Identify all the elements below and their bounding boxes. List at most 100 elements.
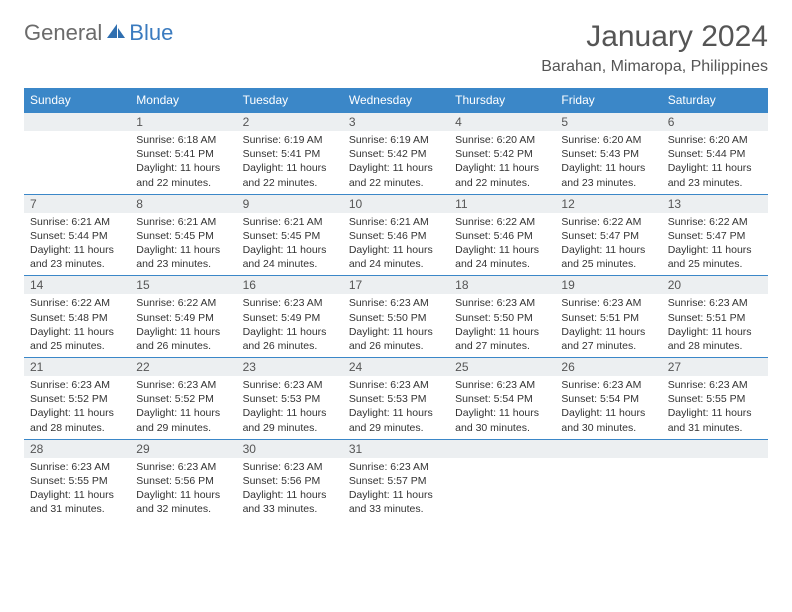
sunrise-text: Sunrise: 6:22 AM — [136, 296, 230, 310]
day-number: 17 — [343, 276, 449, 294]
sunset-text: Sunset: 5:44 PM — [668, 147, 762, 161]
daylight-text: Daylight: 11 hours and 29 minutes. — [243, 406, 337, 434]
sunset-text: Sunset: 5:51 PM — [561, 311, 655, 325]
daylight-text: Daylight: 11 hours and 26 minutes. — [243, 325, 337, 353]
dow-friday: Friday — [555, 88, 661, 112]
sunset-text: Sunset: 5:49 PM — [243, 311, 337, 325]
brand-part2: Blue — [129, 20, 173, 46]
sunrise-text: Sunrise: 6:20 AM — [455, 133, 549, 147]
sunrise-text: Sunrise: 6:23 AM — [30, 460, 124, 474]
day-cell: 24Sunrise: 6:23 AMSunset: 5:53 PMDayligh… — [343, 357, 449, 439]
day-body: Sunrise: 6:20 AMSunset: 5:42 PMDaylight:… — [449, 131, 555, 194]
sunset-text: Sunset: 5:53 PM — [243, 392, 337, 406]
day-body: Sunrise: 6:23 AMSunset: 5:55 PMDaylight:… — [662, 376, 768, 439]
sunrise-text: Sunrise: 6:23 AM — [349, 378, 443, 392]
sunset-text: Sunset: 5:57 PM — [349, 474, 443, 488]
day-body: Sunrise: 6:18 AMSunset: 5:41 PMDaylight:… — [130, 131, 236, 194]
day-cell — [449, 439, 555, 521]
sunrise-text: Sunrise: 6:19 AM — [349, 133, 443, 147]
day-number: 2 — [237, 113, 343, 131]
daylight-text: Daylight: 11 hours and 23 minutes. — [668, 161, 762, 189]
day-number: 14 — [24, 276, 130, 294]
sunset-text: Sunset: 5:51 PM — [668, 311, 762, 325]
day-body: Sunrise: 6:22 AMSunset: 5:47 PMDaylight:… — [662, 213, 768, 276]
day-cell: 14Sunrise: 6:22 AMSunset: 5:48 PMDayligh… — [24, 275, 130, 357]
sunrise-text: Sunrise: 6:21 AM — [30, 215, 124, 229]
day-number: 1 — [130, 113, 236, 131]
month-title: January 2024 — [541, 20, 768, 54]
sunset-text: Sunset: 5:54 PM — [455, 392, 549, 406]
calendar-week: 7Sunrise: 6:21 AMSunset: 5:44 PMDaylight… — [24, 194, 768, 276]
daylight-text: Daylight: 11 hours and 23 minutes. — [561, 161, 655, 189]
sunrise-text: Sunrise: 6:23 AM — [561, 378, 655, 392]
day-body: Sunrise: 6:22 AMSunset: 5:49 PMDaylight:… — [130, 294, 236, 357]
day-body: Sunrise: 6:21 AMSunset: 5:44 PMDaylight:… — [24, 213, 130, 276]
sunset-text: Sunset: 5:42 PM — [455, 147, 549, 161]
day-cell: 13Sunrise: 6:22 AMSunset: 5:47 PMDayligh… — [662, 194, 768, 276]
day-body — [449, 458, 555, 464]
day-number: 27 — [662, 358, 768, 376]
day-number: 29 — [130, 440, 236, 458]
day-body: Sunrise: 6:23 AMSunset: 5:55 PMDaylight:… — [24, 458, 130, 521]
day-cell: 11Sunrise: 6:22 AMSunset: 5:46 PMDayligh… — [449, 194, 555, 276]
day-body: Sunrise: 6:23 AMSunset: 5:52 PMDaylight:… — [24, 376, 130, 439]
day-body: Sunrise: 6:23 AMSunset: 5:53 PMDaylight:… — [237, 376, 343, 439]
daylight-text: Daylight: 11 hours and 27 minutes. — [561, 325, 655, 353]
sunset-text: Sunset: 5:45 PM — [243, 229, 337, 243]
day-cell: 5Sunrise: 6:20 AMSunset: 5:43 PMDaylight… — [555, 112, 661, 194]
day-body: Sunrise: 6:23 AMSunset: 5:54 PMDaylight:… — [449, 376, 555, 439]
day-number: 26 — [555, 358, 661, 376]
day-number: 11 — [449, 195, 555, 213]
daylight-text: Daylight: 11 hours and 25 minutes. — [30, 325, 124, 353]
day-number: 23 — [237, 358, 343, 376]
day-cell: 3Sunrise: 6:19 AMSunset: 5:42 PMDaylight… — [343, 112, 449, 194]
day-cell: 2Sunrise: 6:19 AMSunset: 5:41 PMDaylight… — [237, 112, 343, 194]
day-number: 22 — [130, 358, 236, 376]
sunrise-text: Sunrise: 6:23 AM — [668, 296, 762, 310]
sunrise-text: Sunrise: 6:18 AM — [136, 133, 230, 147]
sunset-text: Sunset: 5:55 PM — [668, 392, 762, 406]
sunrise-text: Sunrise: 6:21 AM — [349, 215, 443, 229]
daylight-text: Daylight: 11 hours and 28 minutes. — [668, 325, 762, 353]
day-cell: 17Sunrise: 6:23 AMSunset: 5:50 PMDayligh… — [343, 275, 449, 357]
day-body: Sunrise: 6:23 AMSunset: 5:50 PMDaylight:… — [343, 294, 449, 357]
sunrise-text: Sunrise: 6:22 AM — [561, 215, 655, 229]
day-number: 28 — [24, 440, 130, 458]
sunset-text: Sunset: 5:50 PM — [455, 311, 549, 325]
daylight-text: Daylight: 11 hours and 22 minutes. — [136, 161, 230, 189]
sunset-text: Sunset: 5:47 PM — [561, 229, 655, 243]
day-number: 10 — [343, 195, 449, 213]
day-body: Sunrise: 6:23 AMSunset: 5:57 PMDaylight:… — [343, 458, 449, 521]
dow-thursday: Thursday — [449, 88, 555, 112]
day-cell: 31Sunrise: 6:23 AMSunset: 5:57 PMDayligh… — [343, 439, 449, 521]
day-number: 31 — [343, 440, 449, 458]
day-cell: 9Sunrise: 6:21 AMSunset: 5:45 PMDaylight… — [237, 194, 343, 276]
day-cell: 16Sunrise: 6:23 AMSunset: 5:49 PMDayligh… — [237, 275, 343, 357]
day-cell: 28Sunrise: 6:23 AMSunset: 5:55 PMDayligh… — [24, 439, 130, 521]
day-body: Sunrise: 6:23 AMSunset: 5:54 PMDaylight:… — [555, 376, 661, 439]
dow-saturday: Saturday — [662, 88, 768, 112]
day-number: 30 — [237, 440, 343, 458]
daylight-text: Daylight: 11 hours and 22 minutes. — [349, 161, 443, 189]
brand-logo: General Blue — [24, 20, 173, 46]
calendar: Sunday Monday Tuesday Wednesday Thursday… — [24, 88, 768, 520]
day-cell: 22Sunrise: 6:23 AMSunset: 5:52 PMDayligh… — [130, 357, 236, 439]
daylight-text: Daylight: 11 hours and 31 minutes. — [668, 406, 762, 434]
sunrise-text: Sunrise: 6:23 AM — [243, 460, 337, 474]
day-cell — [24, 112, 130, 194]
day-number: 18 — [449, 276, 555, 294]
day-number: 8 — [130, 195, 236, 213]
day-body: Sunrise: 6:21 AMSunset: 5:45 PMDaylight:… — [237, 213, 343, 276]
sunrise-text: Sunrise: 6:23 AM — [455, 296, 549, 310]
day-number: 5 — [555, 113, 661, 131]
day-body: Sunrise: 6:23 AMSunset: 5:52 PMDaylight:… — [130, 376, 236, 439]
day-body — [662, 458, 768, 464]
day-number: 20 — [662, 276, 768, 294]
daylight-text: Daylight: 11 hours and 25 minutes. — [668, 243, 762, 271]
daylight-text: Daylight: 11 hours and 30 minutes. — [455, 406, 549, 434]
day-cell: 1Sunrise: 6:18 AMSunset: 5:41 PMDaylight… — [130, 112, 236, 194]
dow-tuesday: Tuesday — [237, 88, 343, 112]
daylight-text: Daylight: 11 hours and 23 minutes. — [136, 243, 230, 271]
day-cell — [662, 439, 768, 521]
day-body: Sunrise: 6:22 AMSunset: 5:46 PMDaylight:… — [449, 213, 555, 276]
